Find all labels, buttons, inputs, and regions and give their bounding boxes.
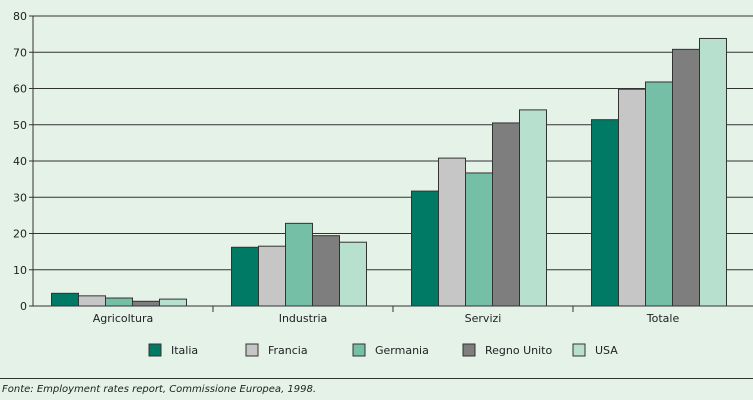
bar-regno-unito-totale	[672, 48, 700, 307]
bar-regno-unito-industria	[312, 235, 340, 307]
y-tick-label: 40	[13, 155, 27, 168]
bar-usa-servizi	[519, 109, 547, 307]
y-tick-label: 0	[20, 300, 27, 313]
category-label: Totale	[646, 312, 680, 325]
y-tick-label: 20	[13, 228, 27, 241]
y-tick-label: 50	[13, 119, 27, 132]
y-axis-ticks: 0 10 20 30 40 50 60 70 80	[13, 10, 33, 313]
legend-swatch	[352, 343, 366, 357]
category-label: Agricoltura	[93, 312, 153, 325]
legend-label: Germania	[375, 344, 429, 357]
legend-swatch	[245, 343, 259, 357]
legend-swatch	[462, 343, 476, 357]
bars	[51, 37, 727, 307]
category-label: Industria	[279, 312, 328, 325]
bar-francia-agricoltura	[78, 295, 106, 307]
legend-label: Italia	[171, 344, 198, 357]
bar-regno-unito-agricoltura	[132, 300, 160, 307]
bar-germania-agricoltura	[105, 297, 133, 307]
y-tick-label: 10	[13, 264, 27, 277]
bar-regno-unito-servizi	[492, 122, 520, 307]
y-tick-label: 70	[13, 46, 27, 59]
bar-francia-industria	[258, 245, 286, 307]
bar-germania-industria	[285, 222, 313, 307]
category-label: Servizi	[465, 312, 502, 325]
bar-usa-totale	[699, 37, 727, 307]
footer-rule	[0, 378, 753, 379]
bar-germania-totale	[645, 81, 673, 307]
y-tick-label: 80	[13, 10, 27, 23]
bar-italia-agricoltura	[51, 292, 79, 307]
legend-label: Francia	[268, 344, 308, 357]
y-tick-label: 60	[13, 83, 27, 96]
bar-italia-servizi	[411, 190, 439, 307]
legend-swatch	[148, 343, 162, 357]
bar-usa-industria	[339, 241, 367, 307]
bar-italia-totale	[591, 119, 619, 307]
legend: Italia Francia Germania Regno Unito USA	[148, 343, 618, 357]
axes	[32, 16, 753, 312]
bar-francia-totale	[618, 88, 646, 307]
y-tick-label: 30	[13, 191, 27, 204]
bar-germania-servizi	[465, 172, 493, 307]
x-axis-categories: Agricoltura Industria Servizi Totale	[93, 312, 680, 325]
bar-usa-agricoltura	[159, 298, 187, 307]
gridlines	[33, 15, 753, 271]
legend-label: Regno Unito	[485, 344, 552, 357]
legend-label: USA	[595, 344, 618, 357]
bar-italia-industria	[231, 246, 259, 307]
source-note: Fonte: Employment rates report, Commissi…	[2, 384, 317, 395]
bar-francia-servizi	[438, 157, 466, 307]
legend-swatch	[572, 343, 586, 357]
